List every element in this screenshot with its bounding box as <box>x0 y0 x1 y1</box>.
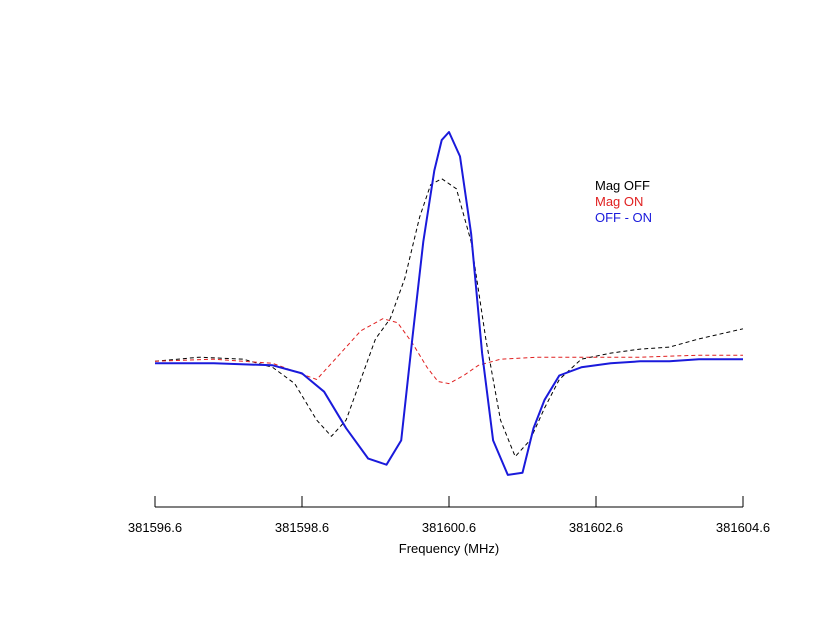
series-line-0 <box>154 178 744 458</box>
series-line-1 <box>154 318 743 385</box>
legend-entry: Mag ON <box>595 194 643 209</box>
x-axis: 381596.6 381598.6 381600.6 381602.6 381604.6 <box>128 496 770 535</box>
x-ticks: 381596.6 381598.6 381600.6 381602.6 381604.6 <box>128 496 770 535</box>
x-axis-label: Frequency (MHz) <box>399 541 499 556</box>
legend-entry: Mag OFF <box>595 178 650 193</box>
series-line-2 <box>155 131 743 476</box>
x-tick-label: 381598.6 <box>275 520 329 535</box>
plot-lines <box>154 131 744 476</box>
x-tick-label: 381602.6 <box>569 520 623 535</box>
x-tick-label: 381596.6 <box>128 520 182 535</box>
legend-entry: OFF - ON <box>595 210 652 225</box>
x-tick-label: 381600.6 <box>422 520 476 535</box>
x-tick-label: 381604.6 <box>716 520 770 535</box>
